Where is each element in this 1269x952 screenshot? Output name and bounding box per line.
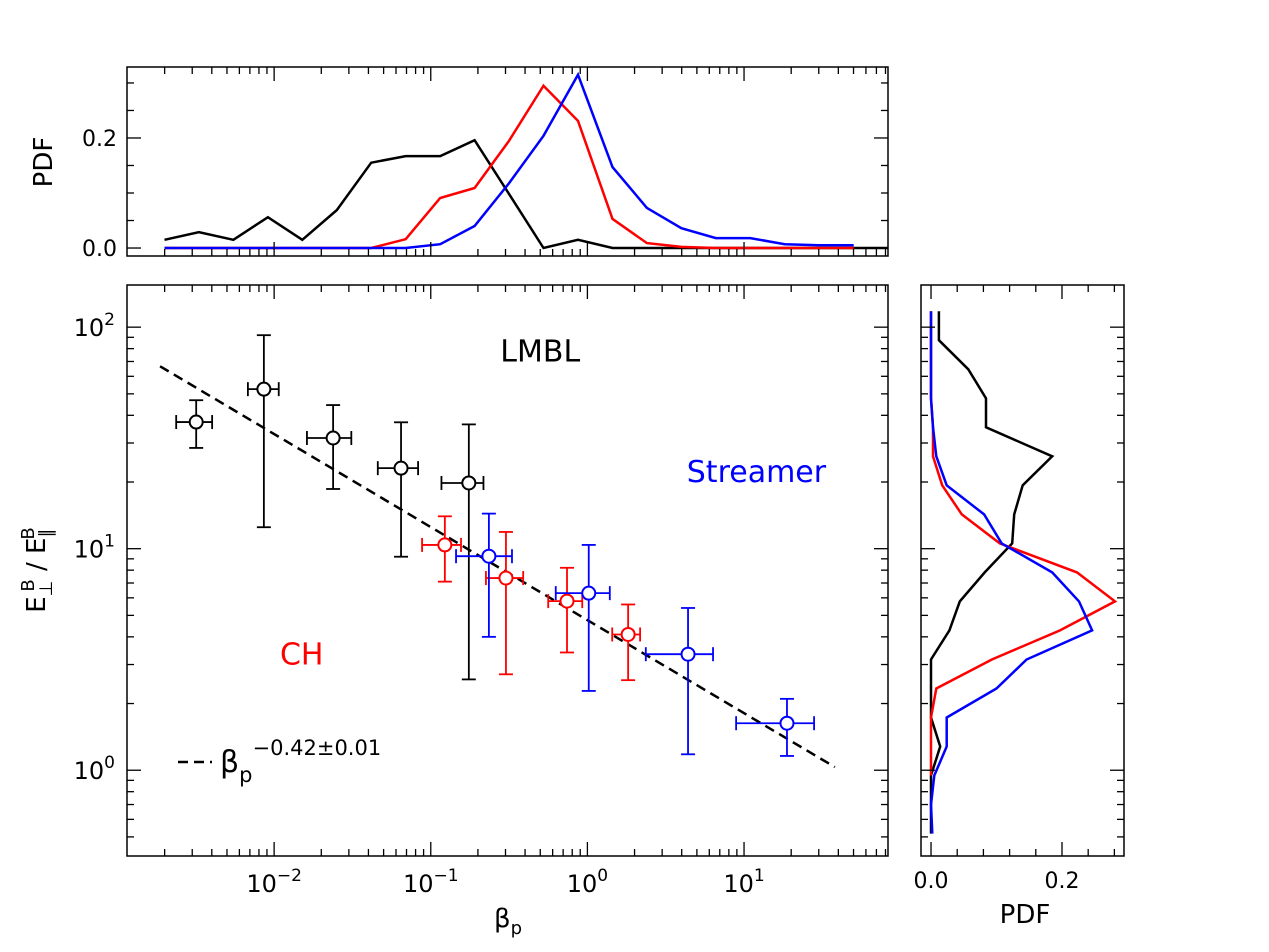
right-pdf-line-streamer xyxy=(929,311,1094,834)
annotation-streamer: Streamer xyxy=(687,455,827,490)
data-point-ch xyxy=(547,566,584,654)
data-point-lmbl xyxy=(246,334,280,529)
data-point-lmbl xyxy=(306,404,353,490)
data-point-ch xyxy=(611,603,642,682)
point-marker xyxy=(188,414,204,430)
x-tick-label: 101 xyxy=(723,866,764,898)
fit-line-group xyxy=(159,365,836,769)
point-marker xyxy=(620,626,636,642)
data-point-streamer xyxy=(735,697,815,757)
point-marker xyxy=(481,548,497,564)
main-ticks: 10−2 10−1 100 101 100 101 102 xyxy=(74,285,888,898)
fit-legend: βp−0.42±0.01 xyxy=(178,736,381,787)
fit-line xyxy=(159,365,836,769)
point-marker xyxy=(325,430,341,446)
x-tick-label: 10−1 xyxy=(403,866,459,898)
legend-label: βp−0.42±0.01 xyxy=(220,736,381,787)
top-pdf-line-ch xyxy=(164,83,854,250)
data-point-streamer xyxy=(455,512,513,638)
annotation-lmbl: LMBL xyxy=(500,334,580,369)
legend-sup: −0.42±0.01 xyxy=(253,736,382,760)
point-marker xyxy=(779,715,795,731)
point-marker xyxy=(256,381,272,397)
top-pdf-series xyxy=(164,71,889,250)
x-tick-label: 10−2 xyxy=(246,866,302,898)
right-pdf-ticks: 0.0 0.2 xyxy=(914,285,1124,894)
top-pdf-frame xyxy=(126,66,889,257)
legend-base: β xyxy=(220,745,239,780)
data-point-ch xyxy=(421,515,462,583)
top-pdf-panel: 0.0 0.2 PDF xyxy=(29,66,889,262)
x-tick-label: 100 xyxy=(567,866,608,898)
top-pdf-ylabel: PDF xyxy=(29,137,59,188)
main-xlabel: βp xyxy=(494,904,522,939)
data-point-streamer xyxy=(554,544,611,692)
right-pdf-line-ch xyxy=(929,311,1118,776)
point-marker xyxy=(437,537,453,553)
point-marker xyxy=(581,585,597,601)
point-marker xyxy=(680,646,696,662)
data-point-lmbl xyxy=(175,399,214,449)
top-pdf-line-lmbl xyxy=(164,138,889,250)
point-marker xyxy=(559,593,575,609)
right-pdf-panel: 0.0 0.2 PDF xyxy=(914,284,1125,930)
right-pdf-xlabel: PDF xyxy=(1000,900,1051,930)
y-tick-label: 0.0 xyxy=(82,237,117,262)
annotation-ch: CH xyxy=(280,638,324,673)
data-point-streamer xyxy=(644,607,714,756)
point-marker xyxy=(393,460,409,476)
top-pdf-ticks: 0.0 0.2 xyxy=(82,67,888,262)
data-point-lmbl xyxy=(376,421,419,558)
y-tick-label: 102 xyxy=(74,310,115,342)
point-marker xyxy=(461,475,477,491)
x-tick-label: 0.0 xyxy=(914,869,949,894)
right-pdf-frame xyxy=(920,284,1125,857)
right-pdf-line-lmbl xyxy=(929,311,1055,834)
legend-sub: p xyxy=(239,763,252,787)
data-point-lmbl xyxy=(440,423,485,681)
main-annotations: LMBL Streamer CH xyxy=(280,334,827,672)
data-points xyxy=(175,334,815,757)
main-scatter-panel: 10−2 10−1 100 101 100 101 102 LMBL Streamer CH β… xyxy=(18,284,889,939)
point-marker xyxy=(498,570,514,586)
main-frame xyxy=(126,284,889,857)
main-ylabel: E⊥B / E∥B xyxy=(18,527,57,613)
y-tick-label: 101 xyxy=(74,532,115,564)
x-tick-label: 0.2 xyxy=(1044,869,1079,894)
top-pdf-line-streamer xyxy=(164,71,854,250)
right-pdf-series xyxy=(929,311,1118,834)
y-tick-label: 100 xyxy=(74,753,115,785)
y-tick-label: 0.2 xyxy=(82,127,117,152)
